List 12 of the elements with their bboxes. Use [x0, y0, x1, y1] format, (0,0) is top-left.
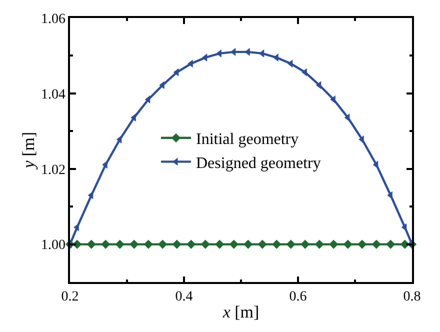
y-axis-title: y [m] [19, 132, 38, 170]
x-tick-label: 0.2 [61, 290, 79, 305]
y-tick-label: 1.04 [40, 87, 66, 102]
x-tick-label: 0.8 [403, 290, 421, 305]
x-tick-label: 0.4 [175, 290, 193, 305]
x-axis-title: x [m] [222, 302, 260, 322]
x-tick-label: 0.6 [289, 290, 307, 305]
legend-label: Initial geometry [196, 131, 299, 148]
y-tick-label: 1.06 [40, 12, 66, 27]
y-tick-label: 1.02 [40, 162, 66, 178]
y-tick-label: 1.00 [40, 238, 66, 254]
legend-label: Designed geometry [196, 154, 321, 172]
